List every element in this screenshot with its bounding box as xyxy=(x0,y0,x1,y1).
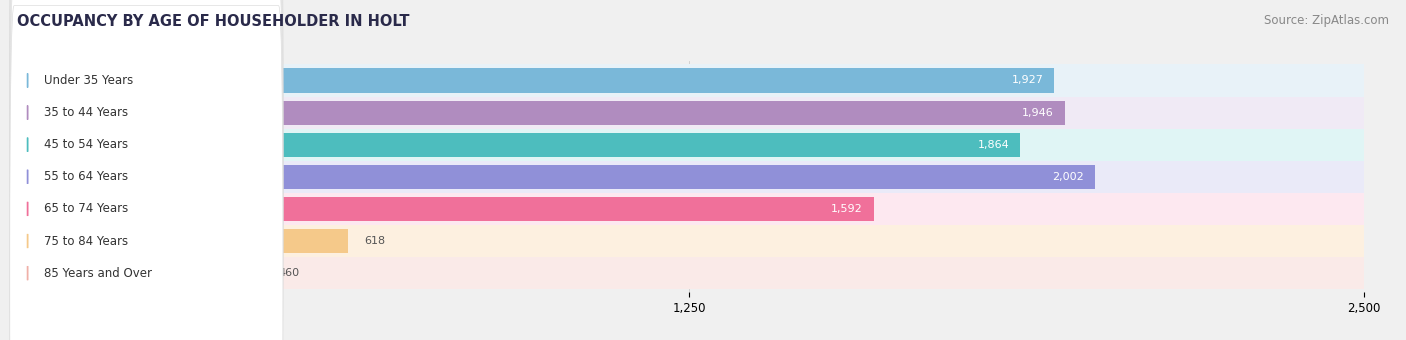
Text: 55 to 64 Years: 55 to 64 Years xyxy=(44,170,128,183)
Bar xyxy=(14,193,1364,225)
Bar xyxy=(14,261,263,285)
FancyBboxPatch shape xyxy=(10,0,283,340)
Bar xyxy=(14,129,1364,161)
FancyBboxPatch shape xyxy=(10,0,283,340)
Text: 85 Years and Over: 85 Years and Over xyxy=(44,267,152,279)
Bar xyxy=(14,257,1364,289)
FancyBboxPatch shape xyxy=(10,0,283,340)
Text: 45 to 54 Years: 45 to 54 Years xyxy=(44,138,128,151)
Bar xyxy=(14,229,347,253)
Bar xyxy=(14,197,873,221)
FancyBboxPatch shape xyxy=(10,0,283,340)
Text: 1,946: 1,946 xyxy=(1022,107,1054,118)
Bar xyxy=(14,161,1364,193)
Text: 618: 618 xyxy=(364,236,385,246)
Bar xyxy=(14,133,1021,157)
Bar xyxy=(14,97,1364,129)
Bar xyxy=(14,68,1054,92)
Text: 1,864: 1,864 xyxy=(979,140,1010,150)
Text: Under 35 Years: Under 35 Years xyxy=(44,74,134,87)
Bar xyxy=(14,165,1095,189)
FancyBboxPatch shape xyxy=(10,0,283,340)
Text: OCCUPANCY BY AGE OF HOUSEHOLDER IN HOLT: OCCUPANCY BY AGE OF HOUSEHOLDER IN HOLT xyxy=(17,14,409,29)
FancyBboxPatch shape xyxy=(10,6,283,340)
Bar xyxy=(14,64,1364,97)
Text: 1,592: 1,592 xyxy=(831,204,863,214)
Text: 75 to 84 Years: 75 to 84 Years xyxy=(44,235,128,248)
Text: 1,927: 1,927 xyxy=(1012,75,1043,85)
FancyBboxPatch shape xyxy=(10,0,283,340)
Bar xyxy=(14,225,1364,257)
Text: 35 to 44 Years: 35 to 44 Years xyxy=(44,106,128,119)
Text: 2,002: 2,002 xyxy=(1053,172,1084,182)
Text: 460: 460 xyxy=(278,268,299,278)
Bar xyxy=(14,101,1064,125)
Text: 65 to 74 Years: 65 to 74 Years xyxy=(44,202,128,216)
Text: Source: ZipAtlas.com: Source: ZipAtlas.com xyxy=(1264,14,1389,27)
